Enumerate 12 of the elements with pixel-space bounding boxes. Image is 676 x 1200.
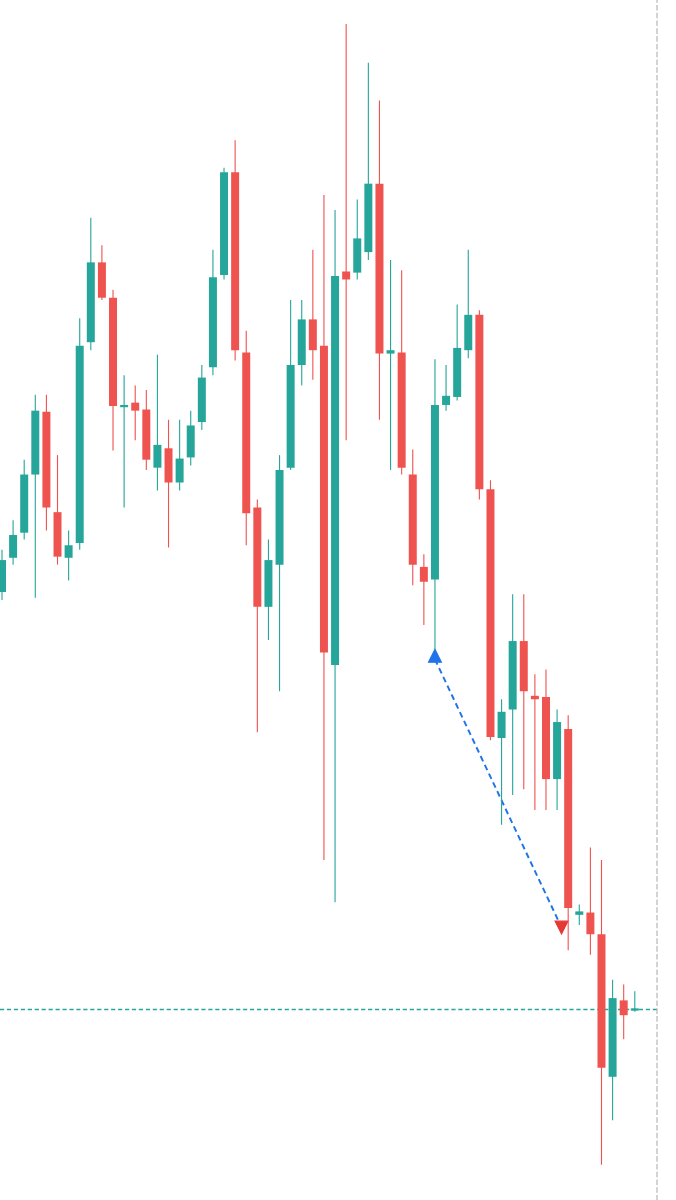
candlestick [175, 419, 184, 492]
candlestick [619, 983, 628, 1040]
candlestick [442, 364, 451, 412]
candlestick [131, 384, 140, 441]
candlestick [586, 846, 595, 956]
candlestick [9, 519, 18, 566]
candlestick [64, 529, 73, 582]
candlestick [342, 23, 351, 441]
candlestick [386, 259, 395, 471]
candlestick [419, 553, 428, 626]
candlestick [153, 354, 162, 492]
candlestick [575, 904, 584, 926]
